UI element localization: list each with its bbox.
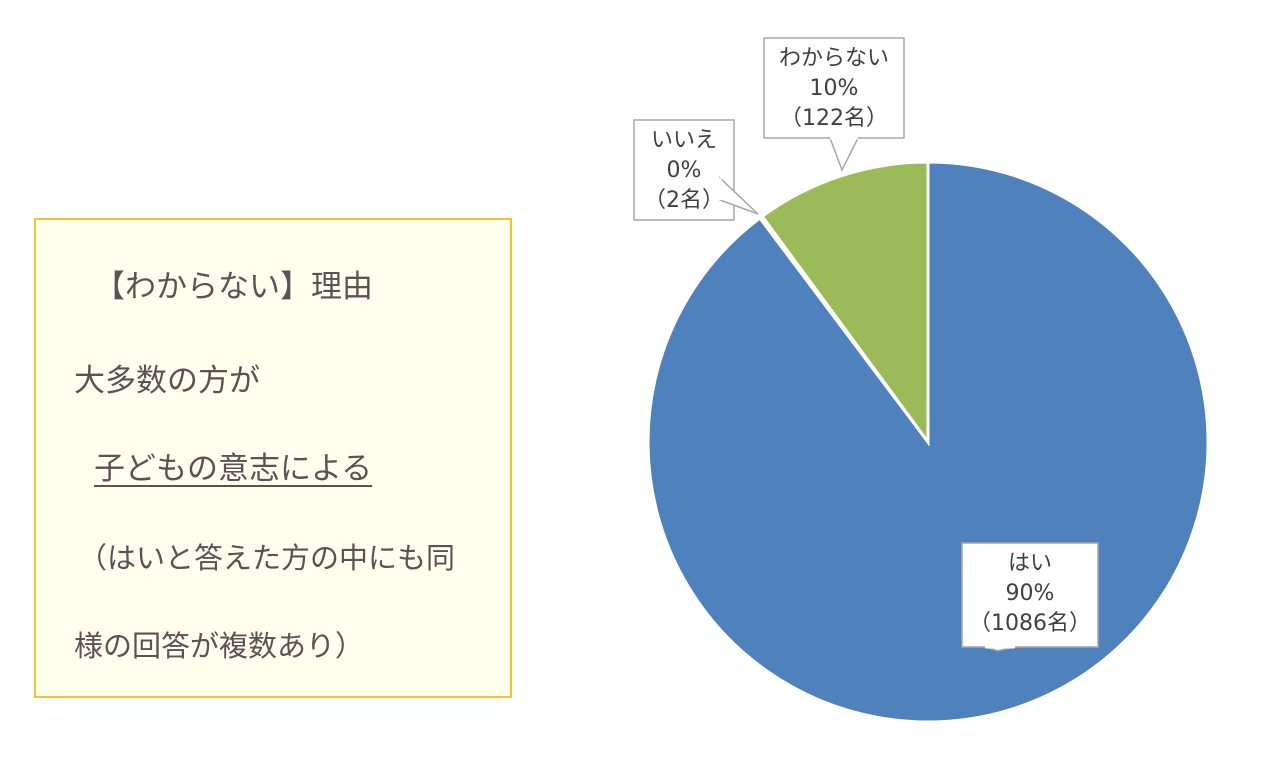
slice-unknown bbox=[760, 160, 930, 447]
callout-no: いいえ 0% （2名） bbox=[633, 119, 759, 221]
slice-count-label: （122名） bbox=[780, 106, 888, 131]
callout-pointer bbox=[828, 137, 860, 172]
slice-label: いいえ bbox=[651, 128, 717, 153]
callout-box bbox=[961, 542, 1099, 648]
note-line-4: 様の回答が複数あり） bbox=[74, 629, 365, 663]
slice-percent-label: 0% bbox=[667, 158, 702, 183]
note-line-emphasis: 子どもの意志による bbox=[94, 451, 373, 487]
slice-percent-label: 10% bbox=[810, 76, 859, 101]
note-line-3: （はいと答えた方の中にも同 bbox=[78, 541, 456, 575]
callout-box bbox=[633, 119, 735, 221]
slice-count-label: （2名） bbox=[644, 188, 724, 213]
note-heading: 【わからない】理由 bbox=[94, 269, 373, 305]
reason-note-box: 【わからない】理由 大多数の方が 子どもの意志による （はいと答えた方の中にも同… bbox=[34, 218, 512, 698]
pie-slices bbox=[646, 160, 1210, 724]
slice-percent-label: 90% bbox=[1006, 581, 1055, 606]
callout-yes: はい 90% （1086名） bbox=[961, 542, 1099, 652]
pie-callouts: はい 90% （1086名） いいえ 0% （2名） わからない 10% （122名） bbox=[633, 37, 1099, 652]
callout-unknown: わからない 10% （122名） bbox=[763, 37, 905, 172]
note-line-1: 大多数の方が bbox=[74, 363, 260, 399]
slice-label: わからない bbox=[779, 46, 889, 71]
callout-box bbox=[763, 37, 905, 139]
slice-count-label: （1086名） bbox=[969, 611, 1091, 636]
slice-label: はい bbox=[1008, 551, 1052, 576]
